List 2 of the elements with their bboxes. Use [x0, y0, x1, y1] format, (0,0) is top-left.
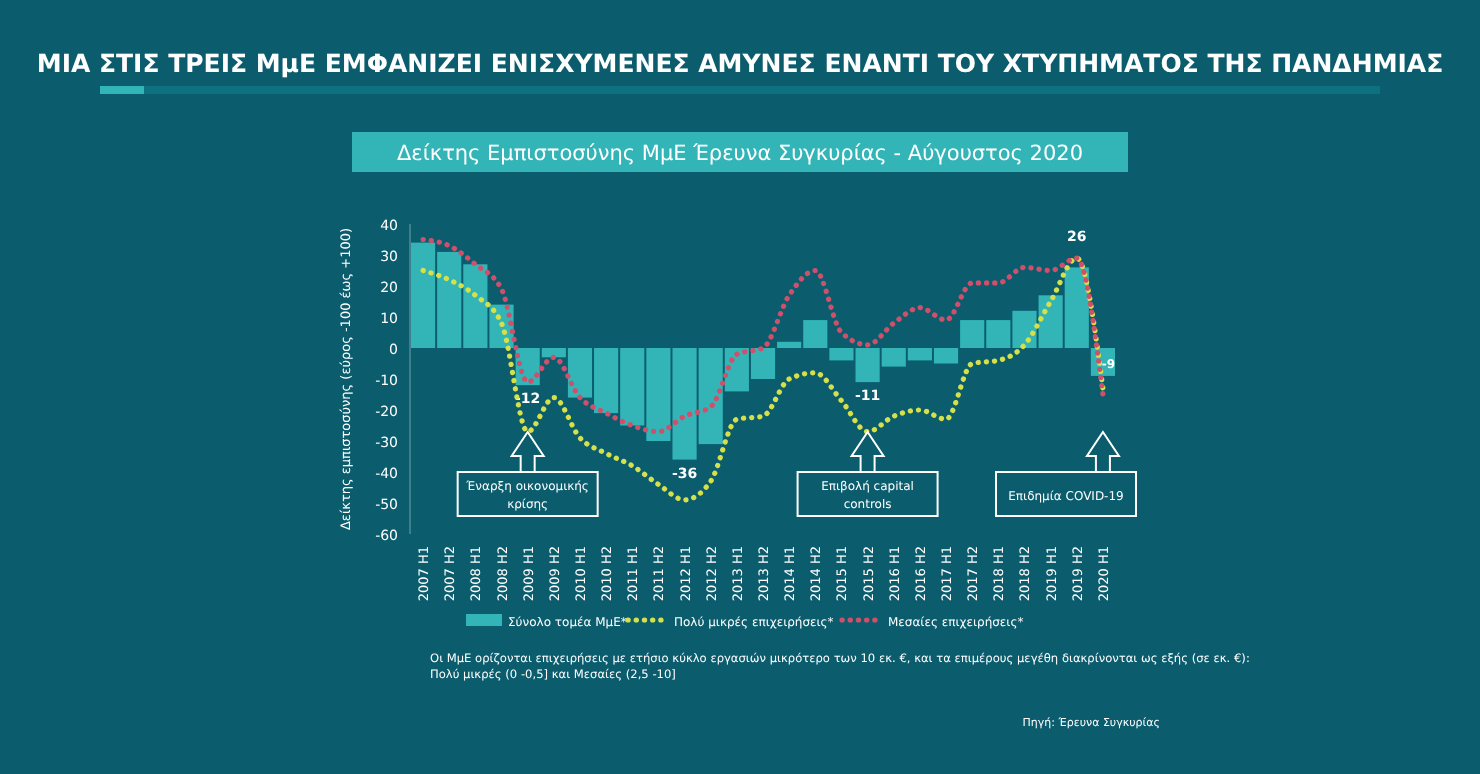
chart-title: ΜΙΑ ΣΤΙΣ ΤΡΕΙΣ ΜμΕ ΕΜΦΑΝΙΖΕΙ ΕΝΙΣΧΥΜΕΝΕΣ ΑΜΥΝΕΣ ΕΝΑΝΤΙ ΤΟΥ ΧΤΥΠΗΜΑΤΟΣ ΤΗΣ ΠΑΝΔΗΜΙΑΣ	[36, 48, 1444, 78]
chart-subtitle: Δείκτης Εμπιστοσύνης ΜμΕ Έρευνα Συγκυρίας - Αύγουστος 2020	[396, 142, 1084, 166]
